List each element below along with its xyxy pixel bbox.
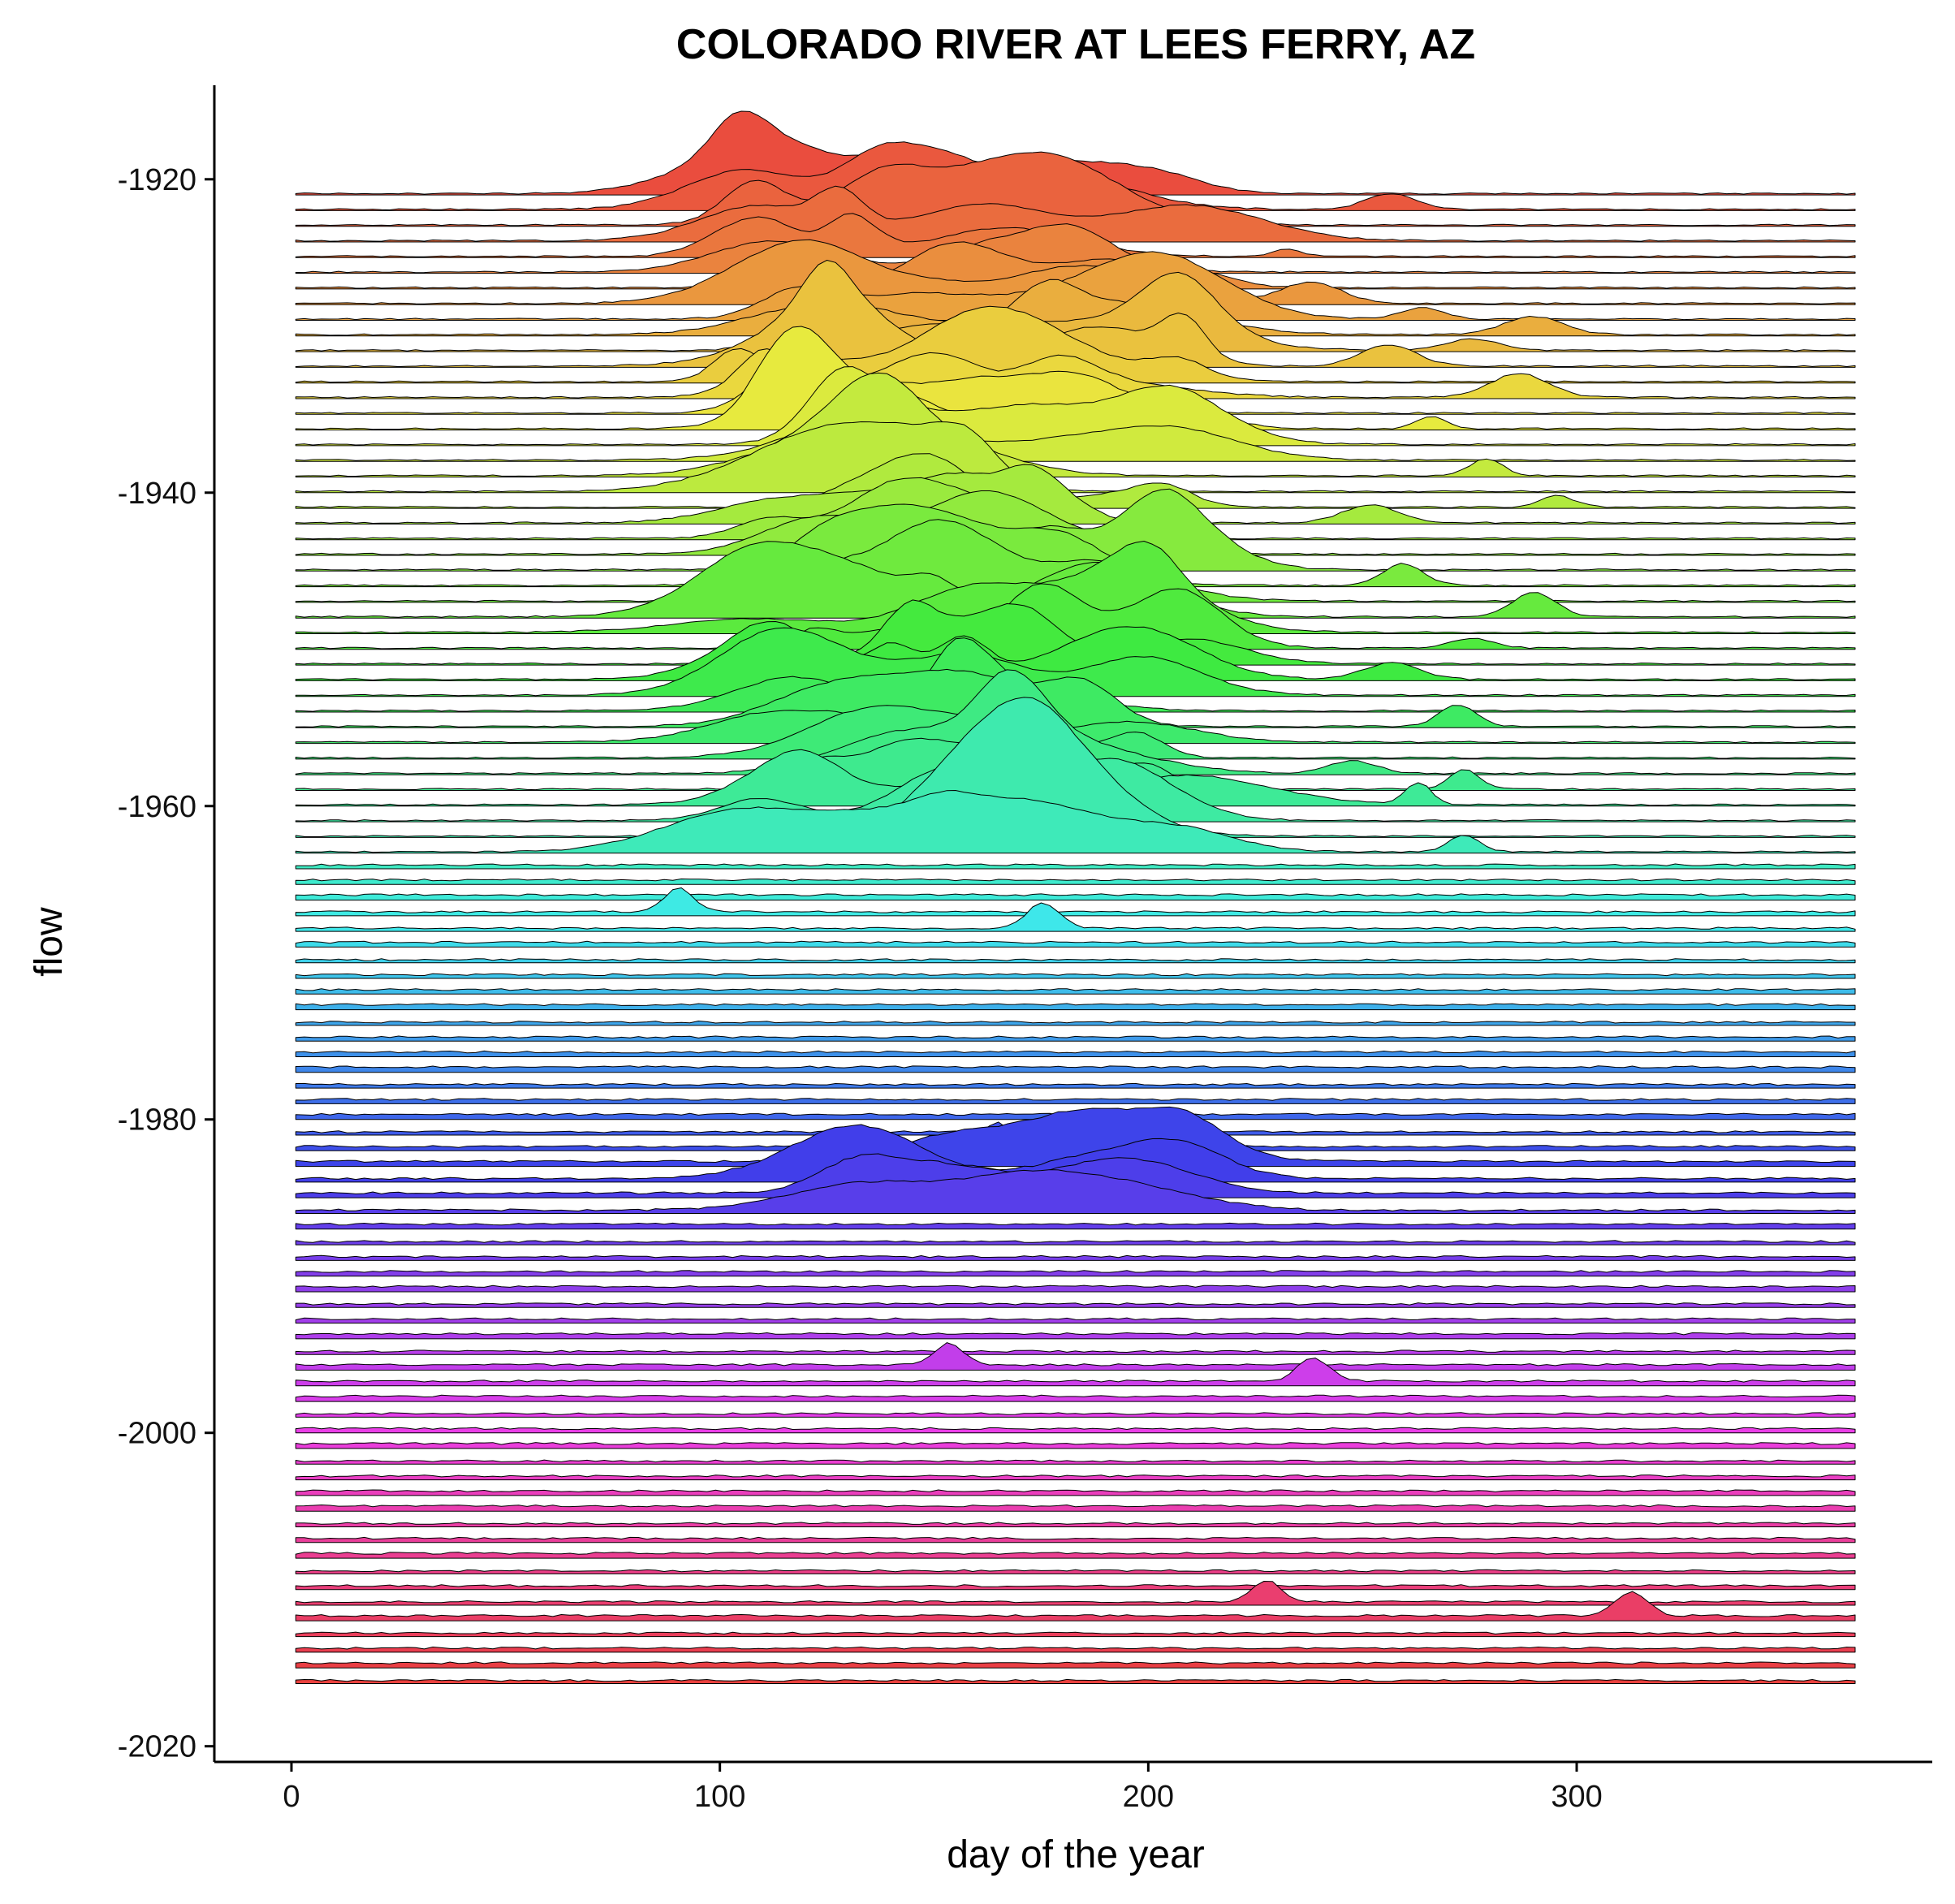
ridge-1973: [295, 1003, 1856, 1011]
ridge-1992: [295, 1302, 1856, 1308]
x-tick-label: 100: [694, 1780, 745, 1814]
ridge-1993: [295, 1317, 1856, 1324]
axes: [213, 85, 1932, 1764]
ridge-1927: [295, 241, 1856, 290]
ridge-1989: [295, 1254, 1856, 1261]
ridge-1990: [295, 1270, 1856, 1277]
y-tick-label: -1920: [118, 163, 196, 197]
ridge-1966: [295, 893, 1856, 901]
ridge-2012: [295, 1591, 1856, 1621]
ridge-2005: [295, 1504, 1856, 1512]
ridge-1968: [295, 902, 1856, 932]
ridge-1937: [295, 366, 1856, 447]
ridges-layer: [295, 110, 1856, 1684]
ridge-2009: [295, 1569, 1856, 1574]
ridge-1933: [295, 305, 1856, 384]
ridge-1926: [295, 223, 1856, 274]
ridge-1928: [295, 239, 1856, 305]
ridge-1953: [295, 627, 1856, 697]
x-axis-label: day of the year: [947, 1833, 1205, 1876]
ridge-1967: [295, 887, 1856, 917]
ridge-1924: [295, 185, 1856, 243]
ridge-2015: [295, 1661, 1856, 1669]
ridge-1950: [295, 583, 1856, 650]
y-tick-label: -2020: [118, 1730, 196, 1764]
ridge-1972: [295, 988, 1856, 995]
ridge-1935: [295, 361, 1856, 415]
ridge-2004: [295, 1489, 1856, 1496]
ridge-1942: [295, 464, 1856, 525]
ridge-1977: [295, 1065, 1856, 1073]
ridge-1999: [295, 1412, 1856, 1418]
ridge-2013: [295, 1631, 1856, 1638]
ridge-1956: [295, 706, 1856, 745]
ridge-2007: [295, 1536, 1856, 1543]
ridge-1955: [295, 668, 1856, 728]
ridge-1995: [295, 1349, 1856, 1355]
y-tick-label: -1940: [118, 477, 196, 511]
y-tick-label: -1960: [118, 790, 196, 824]
ridge-1938: [295, 395, 1856, 462]
x-tick-label: 300: [1551, 1780, 1602, 1814]
ridge-1930: [295, 278, 1856, 337]
ridge-1997: [295, 1358, 1856, 1387]
ridge-1947: [295, 519, 1856, 603]
ridge-1923: [295, 151, 1856, 227]
ridge-1991: [295, 1284, 1856, 1293]
ridge-1946: [295, 503, 1856, 588]
ridge-2002: [295, 1459, 1856, 1465]
ridge-1987: [295, 1222, 1856, 1230]
ridge-1949: [295, 541, 1856, 634]
ridge-1929: [295, 251, 1856, 321]
y-axis-label: flow: [28, 907, 71, 977]
ridge-1969: [295, 940, 1856, 948]
ridge-1974: [295, 1021, 1856, 1026]
ridge-1921: [295, 110, 1856, 196]
ridge-1979: [295, 1098, 1856, 1104]
ridge-1983: [295, 1106, 1856, 1168]
ridge-1945: [295, 488, 1856, 572]
ridge-2001: [295, 1442, 1856, 1449]
y-tick-label: -2000: [118, 1417, 196, 1451]
x-tick-label: 0: [283, 1780, 300, 1814]
ridge-2000: [295, 1427, 1856, 1434]
ridge-2003: [295, 1474, 1856, 1481]
ridge-1978: [295, 1082, 1856, 1089]
ridge-2010: [295, 1584, 1856, 1591]
ridge-2016: [295, 1678, 1856, 1684]
ridge-1965: [295, 879, 1856, 885]
ridge-2011: [295, 1581, 1856, 1606]
ridge-1998: [295, 1394, 1856, 1402]
ridge-1963: [295, 790, 1856, 854]
ridge-1976: [295, 1050, 1856, 1057]
ridge-1971: [295, 973, 1856, 979]
ridge-1986: [295, 1169, 1856, 1214]
ridge-1970: [295, 958, 1856, 964]
ridge-1975: [295, 1035, 1856, 1042]
y-tick-label: -1980: [118, 1103, 196, 1138]
x-tick-label: 200: [1123, 1780, 1174, 1814]
ridge-2006: [295, 1522, 1856, 1527]
y-axis-ticks: -1920 -1940 -1960 -1980 -2000 -2020: [118, 163, 214, 1764]
ridge-1952: [295, 621, 1856, 681]
ridge-1994: [295, 1332, 1856, 1340]
ridge-1940: [295, 421, 1856, 494]
ridge-1996: [295, 1342, 1856, 1371]
ridge-2014: [295, 1647, 1856, 1653]
ridge-2008: [295, 1552, 1856, 1559]
chart-title: COLORADO RIVER AT LEES FERRY, AZ: [676, 21, 1475, 68]
x-axis-ticks: 0 100 200 300: [283, 1762, 1603, 1814]
ridge-1939: [295, 372, 1856, 477]
ridge-1988: [295, 1240, 1856, 1246]
ridge-1964: [295, 863, 1856, 870]
ridge-1962: [295, 697, 1856, 838]
